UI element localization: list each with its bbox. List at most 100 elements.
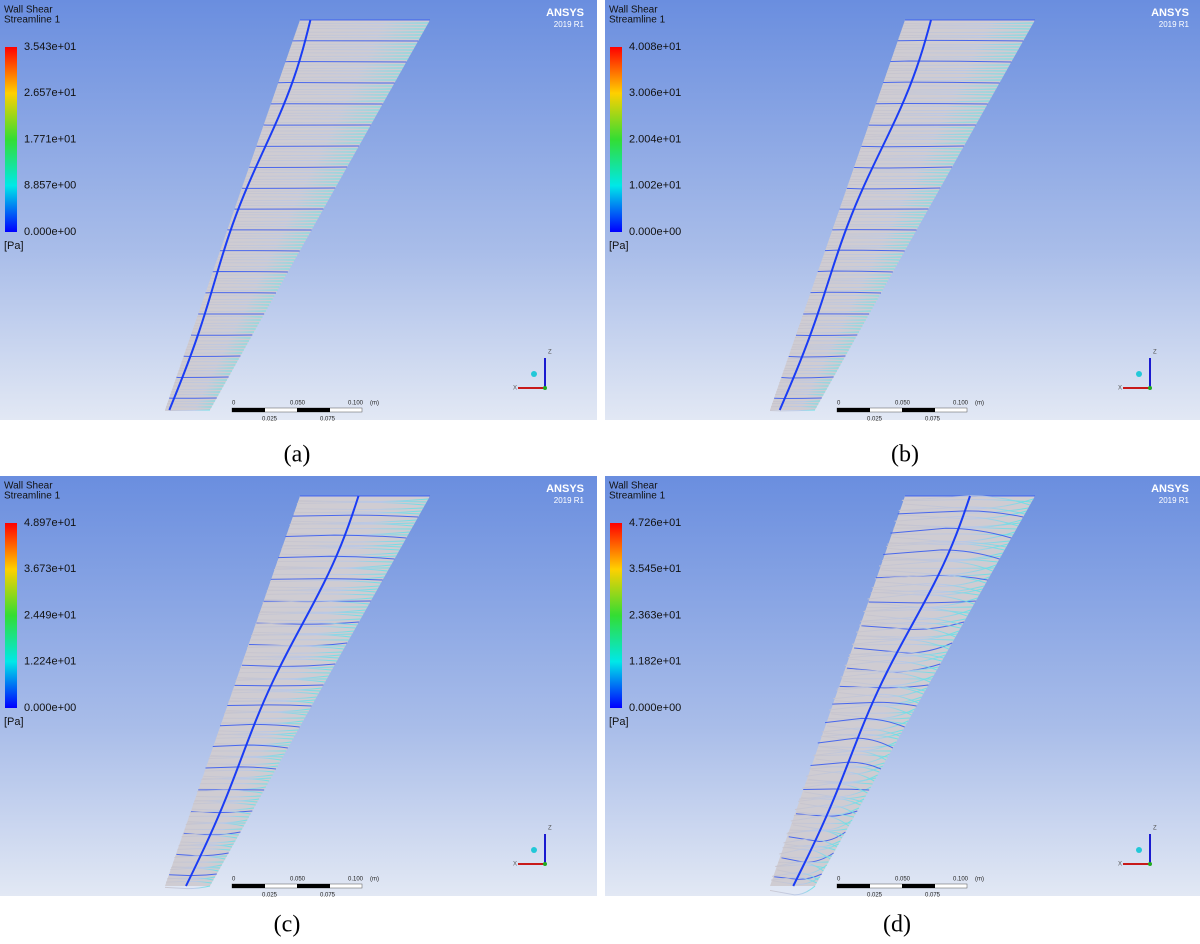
axis-label: X <box>1118 386 1122 392</box>
streamline <box>838 687 927 698</box>
streamline <box>231 691 319 695</box>
streamline <box>840 671 931 683</box>
streamline <box>823 253 904 256</box>
streamline <box>873 109 985 112</box>
streamline <box>292 514 419 518</box>
streamline <box>181 835 238 839</box>
streamline <box>191 807 255 811</box>
scale-bar-segment <box>837 884 870 888</box>
streamline <box>858 154 959 157</box>
streamline <box>893 527 1017 530</box>
streamline <box>844 660 938 671</box>
streamline <box>781 376 834 379</box>
streamline <box>848 651 944 659</box>
streamline <box>836 216 924 219</box>
streamline <box>867 593 975 605</box>
version: 2019 R1 <box>554 20 585 29</box>
legend-label: 2.657e+01 <box>24 87 76 99</box>
streamline <box>772 872 819 881</box>
streamline <box>281 547 400 551</box>
streamline <box>887 540 1007 548</box>
scale-bar-segment <box>297 408 330 412</box>
streamline <box>863 138 968 141</box>
streamline <box>769 409 816 412</box>
streamline <box>802 315 868 318</box>
streamline <box>862 142 966 145</box>
legend-label: 3.543e+01 <box>24 41 76 53</box>
streamline <box>189 810 251 815</box>
scale-bar-segment <box>837 408 870 412</box>
streamline <box>825 249 905 252</box>
streamline <box>827 720 909 732</box>
y-axis-dot <box>1136 847 1142 853</box>
streamline <box>228 699 314 704</box>
streamline <box>234 684 324 687</box>
streamline <box>177 848 231 851</box>
axis-label: X <box>513 862 517 868</box>
streamline <box>216 733 295 737</box>
streamline <box>815 277 890 280</box>
streamline <box>294 510 422 514</box>
scale-label: 0.100 <box>348 877 364 883</box>
streamline <box>164 885 211 890</box>
streamline <box>877 573 992 577</box>
streamline <box>836 685 924 695</box>
streamline <box>780 855 832 859</box>
y-axis-dot <box>1136 371 1142 377</box>
origin-dot <box>1148 862 1152 866</box>
streamline <box>196 795 261 798</box>
streamline <box>876 576 990 587</box>
legend-label: 0.000e+00 <box>24 702 76 714</box>
y-axis-dot <box>531 371 537 377</box>
streamline <box>796 331 860 334</box>
streamline <box>278 555 395 560</box>
streamline <box>806 770 875 782</box>
streamline <box>285 534 407 539</box>
legend-subtitle: Streamline 1 <box>609 15 666 26</box>
color-bar <box>610 523 622 708</box>
streamline <box>774 397 822 400</box>
streamline <box>297 500 427 503</box>
streamline <box>776 864 826 869</box>
streamline <box>207 762 280 765</box>
streamline <box>779 381 831 384</box>
scale-label: 0.075 <box>320 893 336 899</box>
streamline <box>806 303 875 306</box>
legend-unit: [Pa] <box>609 240 629 252</box>
streamline <box>244 654 341 659</box>
streamline <box>863 606 968 617</box>
scale-bar-segment <box>902 408 935 412</box>
streamline <box>831 232 915 235</box>
legend-label: 1.771e+01 <box>24 133 76 145</box>
streamline <box>835 696 922 705</box>
streamline <box>817 737 894 749</box>
scale-label: 0.025 <box>867 893 883 899</box>
streamline <box>293 511 420 515</box>
streamline <box>821 727 900 737</box>
streamline <box>883 549 1000 560</box>
streamline <box>784 367 839 370</box>
streamline <box>826 719 907 725</box>
streamline <box>251 633 351 638</box>
scale-bar-segment <box>232 884 265 888</box>
legend-subtitle: Streamline 1 <box>4 491 61 502</box>
streamline <box>899 34 1027 37</box>
scale-label: 0 <box>232 877 236 883</box>
streamline <box>867 126 975 129</box>
streamline <box>790 815 850 827</box>
streamline <box>769 885 816 896</box>
streamline <box>248 644 346 647</box>
scale-label: 0.075 <box>925 417 941 423</box>
caption: (a) <box>284 442 311 468</box>
caption: (d) <box>883 912 911 938</box>
streamline <box>265 593 375 596</box>
streamline <box>783 838 838 848</box>
streamline <box>783 369 838 372</box>
streamline <box>853 643 951 647</box>
streamline <box>866 606 973 609</box>
streamline <box>778 861 829 864</box>
streamline <box>888 67 1008 70</box>
legend-label: 8.857e+00 <box>24 180 76 192</box>
